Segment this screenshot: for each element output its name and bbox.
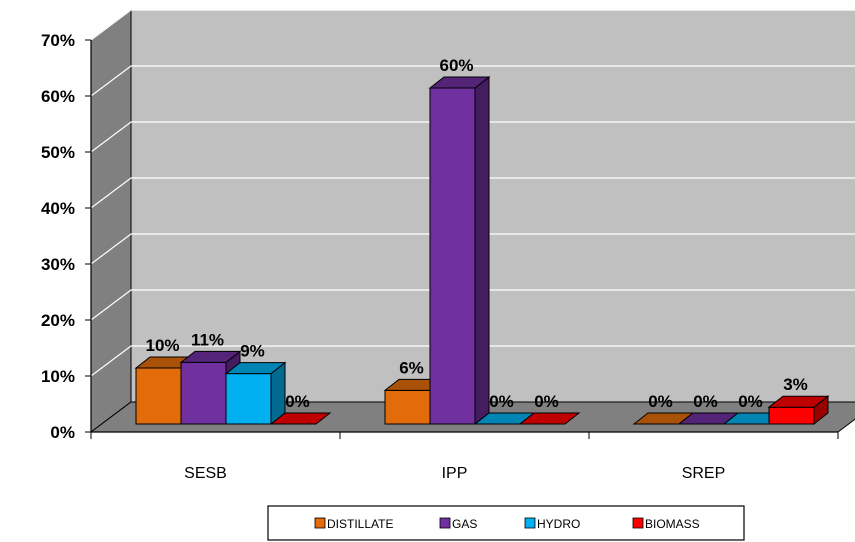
y-tick-label: 50% — [41, 143, 75, 162]
bar-front — [768, 406, 815, 425]
bar-front — [180, 361, 227, 425]
y-tick-label: 30% — [41, 255, 75, 274]
data-label: 0% — [285, 392, 310, 411]
data-label: 0% — [648, 392, 673, 411]
bar-front — [225, 373, 272, 425]
side-wall — [90, 9, 132, 433]
gridline — [90, 65, 855, 97]
gridline — [90, 177, 855, 209]
bar-gas-ipp — [428, 75, 491, 426]
data-label: 3% — [783, 375, 808, 394]
y-tick-label: 40% — [41, 199, 75, 218]
legend-swatch — [439, 517, 451, 529]
data-label: 0% — [534, 392, 559, 411]
gridline — [90, 345, 855, 377]
y-tick-label: 60% — [41, 87, 75, 106]
x-category-label: SREP — [682, 465, 726, 482]
bar-top — [179, 350, 242, 363]
y-tick-label: 20% — [41, 311, 75, 330]
legend-box — [267, 505, 745, 541]
gridline — [90, 233, 855, 265]
data-label: 6% — [399, 358, 424, 377]
bar-front — [135, 367, 182, 425]
y-axis-ticks: 0% 10% 20% 30% 40% 50% 60% 70% — [41, 31, 91, 442]
bar-top — [428, 76, 491, 89]
data-label: 0% — [738, 392, 763, 411]
gridlines — [90, 9, 855, 377]
legend-entry: GAS — [452, 517, 477, 531]
x-axis-categories: SESB IPP SREP — [90, 432, 839, 482]
bar-top — [224, 362, 287, 375]
bar-top — [518, 412, 581, 425]
x-category-label: IPP — [442, 465, 468, 482]
bar-biomass-ipp — [518, 412, 581, 425]
legend-entry: DISTILLATE — [327, 517, 393, 531]
legend-entry: BIOMASS — [645, 517, 700, 531]
legend-swatch — [314, 517, 326, 529]
axes — [90, 40, 838, 433]
bar-biomass-srep — [767, 395, 830, 426]
data-labels: 10% 11% 9% 0% 6% 60% 0% 0% 0% 0% 0% 3% — [145, 56, 807, 411]
bar-biomass-sesb — [269, 412, 332, 425]
gridline — [90, 289, 855, 321]
y-tick-label: 70% — [41, 31, 75, 50]
bar-top — [767, 395, 830, 408]
bar-top — [269, 412, 332, 425]
data-label: 0% — [693, 392, 718, 411]
data-label: 60% — [439, 56, 473, 75]
legend-entry: HYDRO — [537, 517, 580, 531]
gridline — [90, 121, 855, 153]
y-tick-label: 10% — [41, 367, 75, 386]
legend-swatch — [632, 517, 644, 529]
data-label: 10% — [145, 336, 179, 355]
bar-front — [384, 389, 431, 425]
bar-front — [429, 87, 476, 425]
bars — [134, 75, 830, 426]
x-category-label: SESB — [184, 465, 227, 482]
legend-swatch — [524, 517, 536, 529]
y-tick-label: 0% — [50, 423, 75, 442]
gridline — [90, 9, 855, 41]
bar-side — [474, 75, 490, 426]
legend: DISTILLATE GAS HYDRO BIOMASS — [267, 505, 745, 541]
data-label: 11% — [191, 330, 224, 349]
data-label: 9% — [240, 342, 265, 361]
data-label: 0% — [489, 392, 514, 411]
bar-hydro-sesb — [224, 361, 287, 426]
